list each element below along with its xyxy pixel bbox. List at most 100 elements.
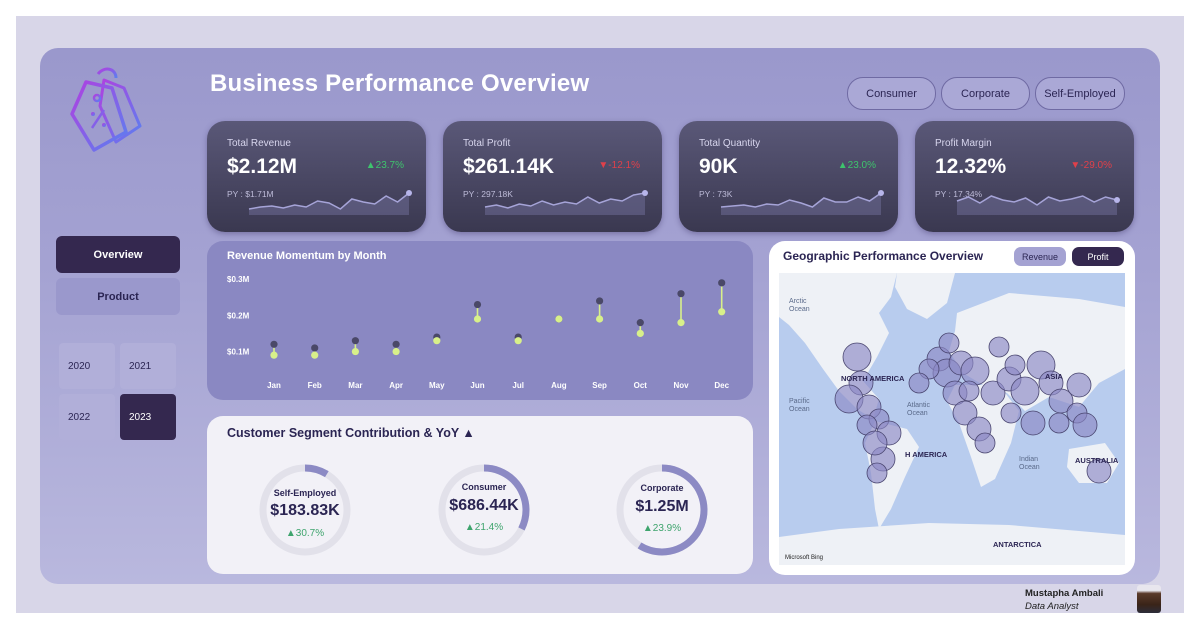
prior-year-point (718, 279, 726, 287)
donut-arc (438, 464, 530, 556)
map-label-pacific: Pacific Ocean (789, 398, 810, 413)
segment-yoy: ▲21.4% (464, 522, 504, 533)
kpi-value: 90K (699, 155, 738, 178)
kpi-sparkline (484, 190, 648, 215)
kpi-prior-year: PY : 17.34% (935, 189, 983, 199)
map-label-asia: ASIA (1045, 372, 1064, 381)
segment-yoy: ▲23.9% (642, 523, 682, 534)
map-bubble (958, 380, 980, 402)
donut-ring (438, 464, 530, 556)
sparkline-line (720, 192, 882, 208)
current-year-point (351, 347, 359, 356)
y-tick-label: $0.3M (227, 275, 250, 284)
land-antarctica (779, 523, 1125, 565)
segment-donut-corporate: Corporate $1.25M ▲23.9% (614, 462, 710, 558)
x-tick-label: Nov (673, 381, 689, 390)
kpi-prior-year: PY : 297.18K (463, 189, 513, 199)
kpi-card-profit-margin: Profit Margin 12.32% ▼-29.0% PY : 17.34% (915, 121, 1134, 232)
customer-segment-panel: Customer Segment Contribution & YoY ▲ Se… (207, 416, 753, 574)
segment-yoy: ▲30.7% (285, 528, 325, 539)
segment-donut-self-employed: Self-Employed $183.83K ▲30.7% (257, 462, 353, 558)
map-bubble (960, 356, 990, 386)
map-bubble (1004, 354, 1026, 376)
map-bubble (952, 400, 978, 426)
map-label-australia: AUSTRALIA (1075, 456, 1119, 465)
x-tick-label: Jun (470, 381, 484, 390)
current-year-point (555, 315, 563, 323)
sparkline-area (485, 193, 645, 215)
x-tick-label: Oct (634, 381, 648, 390)
map-bubble (980, 380, 1006, 406)
prior-year-point (351, 337, 359, 345)
world-map[interactable]: Arctic Ocean NORTH AMERICA Pacific Ocean A… (779, 273, 1125, 565)
map-bubble (1000, 402, 1022, 424)
map-attribution: Microsoft Bing (785, 555, 823, 561)
map-label-arctic: Arctic Ocean (789, 298, 810, 313)
donut-arc (259, 464, 351, 556)
sparkline-area (249, 193, 409, 215)
map-bubble (1072, 412, 1098, 438)
prior-year-point (270, 340, 278, 348)
prior-year-point (311, 344, 319, 352)
kpi-change: ▼-29.0% (1070, 160, 1112, 171)
sparkline-line (484, 192, 646, 209)
land-greenland (895, 273, 955, 319)
kpi-sparkline (248, 190, 412, 215)
x-tick-label: Feb (308, 381, 322, 390)
prior-year-point (596, 297, 604, 305)
nav-product-button[interactable]: Product (56, 278, 180, 315)
prior-year-point (677, 290, 685, 298)
map-canvas: Arctic Ocean NORTH AMERICA Pacific Ocean A… (779, 273, 1125, 565)
donut-ring (616, 464, 708, 556)
segment-value: $1.25M (635, 498, 689, 515)
year-2021-button[interactable]: 2021 (120, 343, 176, 389)
segment-donut-consumer: Consumer $686.44K ▲21.4% (436, 462, 532, 558)
x-tick-label: Aug (551, 381, 567, 390)
kpi-sparkline (956, 195, 1120, 215)
page-title: Business Performance Overview (210, 70, 590, 97)
geo-panel-title: Geographic Performance Overview (783, 249, 984, 263)
map-bubble (1086, 458, 1112, 484)
filter-corporate-button[interactable]: Corporate (941, 77, 1030, 110)
kpi-value: 12.32% (935, 155, 1007, 178)
segment-name: Self-Employed (273, 488, 337, 498)
geo-profit-toggle[interactable]: Profit (1072, 247, 1124, 266)
map-label-indian: Indian Ocean (1019, 456, 1040, 471)
map-bubble (862, 430, 888, 456)
segment-name: Corporate (640, 483, 684, 493)
donut-arc (616, 464, 708, 556)
kpi-card-total-profit: Total Profit $261.14K ▼-12.1% PY : 297.1… (443, 121, 662, 232)
map-bubble (908, 372, 930, 394)
segment-name: Consumer (461, 482, 507, 492)
prior-year-point (473, 300, 482, 309)
kpi-change: ▼-12.1% (598, 160, 640, 171)
segment-value: $686.44K (449, 497, 519, 514)
avatar (1137, 585, 1161, 613)
filter-consumer-button[interactable]: Consumer (847, 77, 936, 110)
sparkline-area (721, 193, 881, 215)
year-2023-button[interactable]: 2023 (120, 394, 176, 440)
prior-year-point (392, 340, 400, 348)
year-2020-button[interactable]: 2020 (59, 343, 115, 389)
x-tick-label: Sep (592, 381, 607, 390)
x-tick-label: May (429, 381, 445, 390)
map-bubble (1010, 376, 1040, 406)
map-bubble (866, 462, 888, 484)
map-bubble (988, 336, 1010, 358)
x-tick-label: Mar (348, 381, 362, 390)
map-bubble (1048, 412, 1070, 434)
year-2022-button[interactable]: 2022 (59, 394, 115, 440)
nav-overview-button[interactable]: Overview (56, 236, 180, 273)
segment-value: $183.83K (270, 502, 340, 519)
x-tick-label: Dec (714, 381, 729, 390)
map-label-south-america: H AMERICA (905, 450, 948, 459)
geographic-panel: Geographic Performance Overview Revenue … (769, 241, 1135, 575)
land-north-america (779, 273, 897, 419)
filter-self-employed-button[interactable]: Self-Employed (1035, 77, 1125, 110)
kpi-value: $2.12M (227, 155, 298, 178)
map-label-atlantic: Atlantic Ocean (907, 402, 930, 417)
geo-revenue-toggle[interactable]: Revenue (1014, 247, 1066, 266)
kpi-change: ▲23.0% (837, 160, 876, 171)
prior-year-point (636, 319, 644, 327)
kpi-label: Total Quantity (699, 138, 761, 149)
